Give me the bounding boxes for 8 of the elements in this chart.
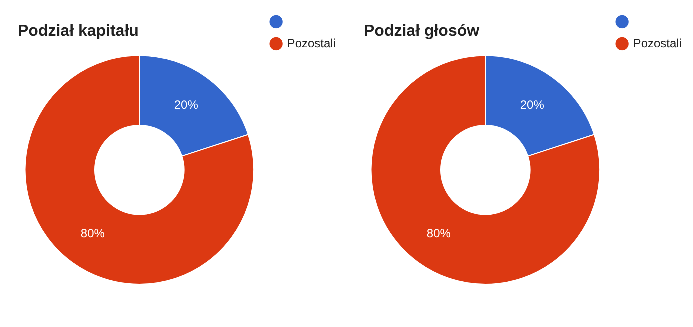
legend-label: Pozostali	[287, 36, 336, 50]
data-label: 20%	[520, 98, 545, 112]
data-label: 80%	[426, 226, 452, 241]
text: Podział kapitału	[18, 23, 139, 40]
data-label: 20%	[174, 98, 199, 112]
data-label: 80%	[80, 226, 106, 241]
text: Podział głosów	[364, 23, 480, 40]
legend-label: Pozostali	[633, 36, 682, 50]
